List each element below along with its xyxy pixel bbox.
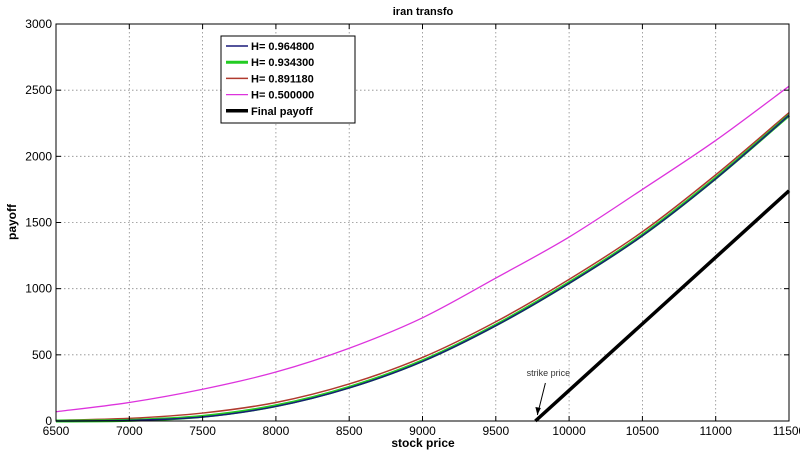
y-tick-label: 3000 (25, 17, 52, 31)
y-tick-label: 500 (32, 348, 52, 362)
x-tick-label: 6500 (43, 424, 70, 438)
x-tick-label: 9000 (409, 424, 436, 438)
y-tick-label: 2000 (25, 149, 52, 163)
plot-lines (55, 85, 791, 423)
x-tick-label: 11000 (699, 424, 732, 438)
annotation-arrow-head (535, 407, 541, 415)
series-line-3 (55, 85, 790, 413)
chart-title: iran transfo (393, 6, 454, 18)
y-tick-label: 1500 (25, 216, 52, 230)
y-tick-label: 2500 (25, 83, 52, 97)
y-tick-label: 0 (45, 414, 52, 428)
series-line-2 (55, 112, 790, 422)
legend-box (220, 35, 356, 124)
legend-entry-label: H= 0.891180 (251, 73, 314, 85)
y-tick-label: 1000 (25, 282, 52, 296)
x-tick-label: 10500 (626, 424, 660, 438)
y-axis-label: payoff (5, 203, 19, 240)
x-tick-label: 9500 (482, 424, 509, 438)
x-tick-label: 8500 (336, 424, 363, 438)
series-line-4 (534, 189, 791, 423)
x-tick-label: 10000 (552, 424, 586, 438)
x-axis-label: stock price (391, 436, 455, 450)
x-tick-label: 7000 (116, 424, 143, 438)
legend-entry-label: H= 0.964800 (251, 41, 314, 53)
annotation-label: strike price (527, 368, 571, 378)
x-tick-label: 7500 (189, 424, 216, 438)
series-line-0 (55, 114, 790, 422)
legend-entry-label: Final payoff (251, 106, 313, 118)
legend-entry-label: H= 0.500000 (251, 90, 314, 102)
annotations: strike price (527, 368, 571, 416)
x-tick-label: 8000 (263, 424, 290, 438)
legend: H= 0.964800 H= 0.934300 H= 0.891180 H= 0.50… (220, 35, 356, 124)
axis-ticks: 6500 7000 7500 8000 8500 9000 9500 10000 10500 11… (25, 17, 800, 438)
legend-entry-label: H= 0.934300 (251, 57, 314, 69)
